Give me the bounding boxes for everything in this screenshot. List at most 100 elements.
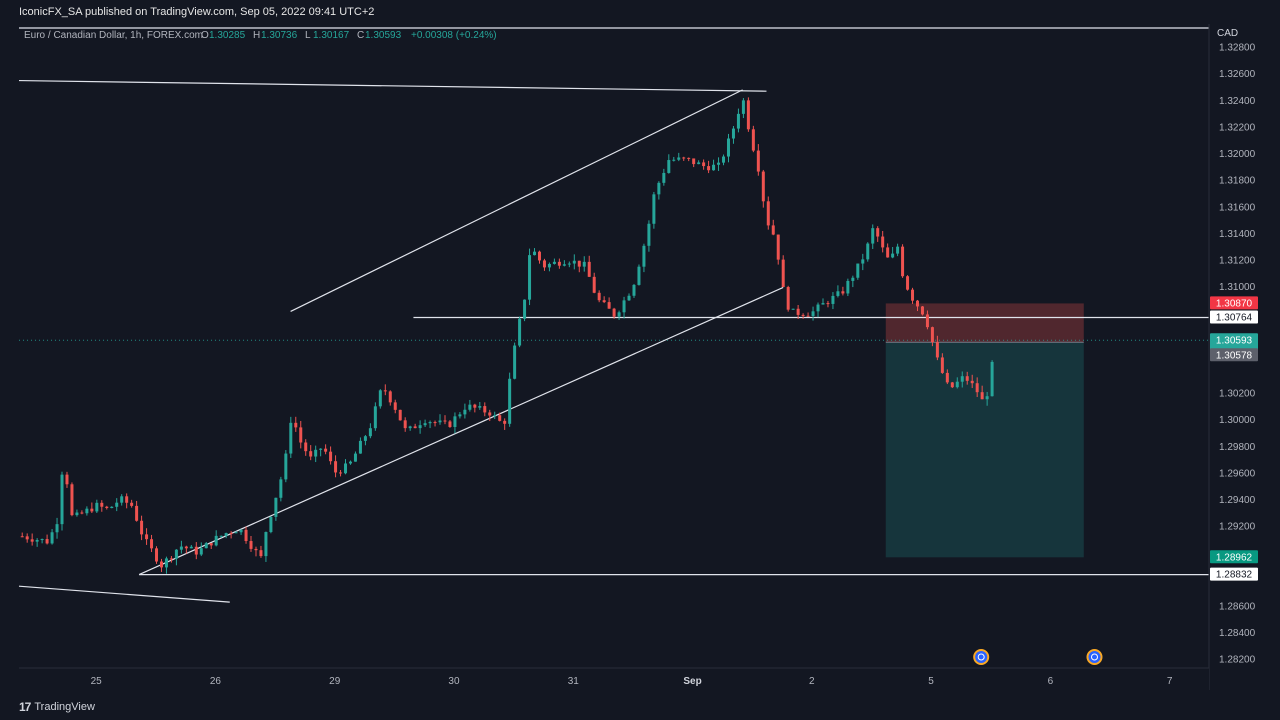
candle-body <box>438 420 442 423</box>
candle-body <box>935 342 939 358</box>
candle-body <box>383 390 387 392</box>
price-tick-label: 1.32400 <box>1219 96 1256 107</box>
time-tick-label: 26 <box>210 676 222 687</box>
price-tag-gray <box>1210 348 1258 362</box>
candle-body <box>776 234 780 260</box>
price-tick-label: 1.28200 <box>1219 655 1256 666</box>
candle-body <box>70 484 74 516</box>
candle-body <box>294 422 298 428</box>
time-tick-label: 2 <box>809 676 815 687</box>
candle-body <box>358 440 362 454</box>
candle-body <box>164 558 168 568</box>
candle-body <box>990 361 994 397</box>
candle-body <box>796 308 800 315</box>
candle-body <box>25 536 29 540</box>
candle-body <box>597 292 601 301</box>
candle-body <box>448 421 452 427</box>
price-tag-target <box>1210 550 1258 564</box>
candle-body <box>950 382 954 388</box>
candle-body <box>209 543 213 546</box>
candle-body <box>915 300 919 307</box>
economic-event-icon[interactable] <box>973 649 990 665</box>
price-tag-text: 1.28962 <box>1216 552 1253 563</box>
tradingview-logo[interactable]: 17 TradingView <box>19 700 95 714</box>
candle-body <box>20 536 24 538</box>
candle-body <box>781 259 785 288</box>
time-scale: 25 26 29 30 31 Sep 2 5 6 7 <box>91 676 1173 687</box>
candle-body <box>249 541 253 549</box>
trend-line[interactable] <box>290 89 743 312</box>
candle-body <box>846 280 850 294</box>
legend-h-value: 1.30736 <box>261 30 298 41</box>
candle-body <box>189 546 193 549</box>
price-tick-label: 1.31000 <box>1219 282 1256 293</box>
price-tag-text: 1.28832 <box>1216 570 1253 581</box>
candle-body <box>746 100 750 130</box>
candle-body <box>896 246 900 254</box>
stop-loss-zone[interactable] <box>885 303 1084 343</box>
brand-name: TradingView <box>34 701 95 713</box>
candle-body <box>125 496 129 503</box>
legend-o-value: 1.30285 <box>209 30 246 41</box>
candle-body <box>980 392 984 400</box>
price-tag-stop <box>1210 296 1258 310</box>
candle-body <box>169 558 173 560</box>
candle-body <box>478 406 482 408</box>
candle-body <box>115 502 119 507</box>
candle-body <box>602 300 606 303</box>
time-axis[interactable] <box>19 668 1209 690</box>
legend-l-label: L <box>305 30 311 41</box>
price-tick-label: 1.32800 <box>1219 43 1256 54</box>
trend-line[interactable] <box>18 79 767 92</box>
candle-body <box>279 479 283 498</box>
candle-body <box>135 505 139 521</box>
candle-body <box>557 261 561 266</box>
event-markers[interactable] <box>973 649 1103 665</box>
candle-body <box>408 426 412 429</box>
candle-body <box>627 295 631 301</box>
candle-body <box>726 138 730 157</box>
candle-body <box>428 422 432 424</box>
candle-body <box>393 402 397 410</box>
candle-body <box>373 406 377 429</box>
candle-body <box>717 162 721 165</box>
time-tick-label: Sep <box>683 676 701 687</box>
candle-body <box>483 406 487 413</box>
candle-body <box>945 372 949 383</box>
candle-body <box>930 327 934 343</box>
candle-body <box>179 546 183 550</box>
candle-body <box>856 263 860 278</box>
candle-body <box>871 228 875 244</box>
candle-body <box>622 300 626 313</box>
candle-body <box>607 302 611 309</box>
candle-body <box>80 512 84 514</box>
legend-change: +0.00308 (+0.24%) <box>411 30 497 41</box>
economic-event-icon[interactable] <box>1086 649 1103 665</box>
candle-body <box>90 508 94 512</box>
candle-body <box>100 502 104 507</box>
candle-body <box>642 245 646 267</box>
candle-body <box>866 243 870 260</box>
candle-body <box>901 246 905 277</box>
candle-body <box>756 150 760 172</box>
candle-body <box>329 451 333 462</box>
candle-body <box>289 422 293 454</box>
candle-body <box>786 287 790 310</box>
candle-body <box>672 159 676 161</box>
candle-body <box>662 172 666 183</box>
candle-body <box>965 376 969 381</box>
candle-body <box>503 420 507 424</box>
candle-body <box>40 539 44 541</box>
candle-body <box>906 276 910 290</box>
take-profit-zone[interactable] <box>885 342 1084 558</box>
candle-body <box>45 539 49 544</box>
candle-body <box>498 415 502 421</box>
candle-body <box>687 157 691 159</box>
trend-line[interactable] <box>18 585 230 603</box>
candle-body <box>508 378 512 424</box>
candle-body <box>453 416 457 427</box>
candle-body <box>319 448 323 450</box>
candle-body <box>413 426 417 429</box>
short-position-tool[interactable] <box>19 303 1209 558</box>
